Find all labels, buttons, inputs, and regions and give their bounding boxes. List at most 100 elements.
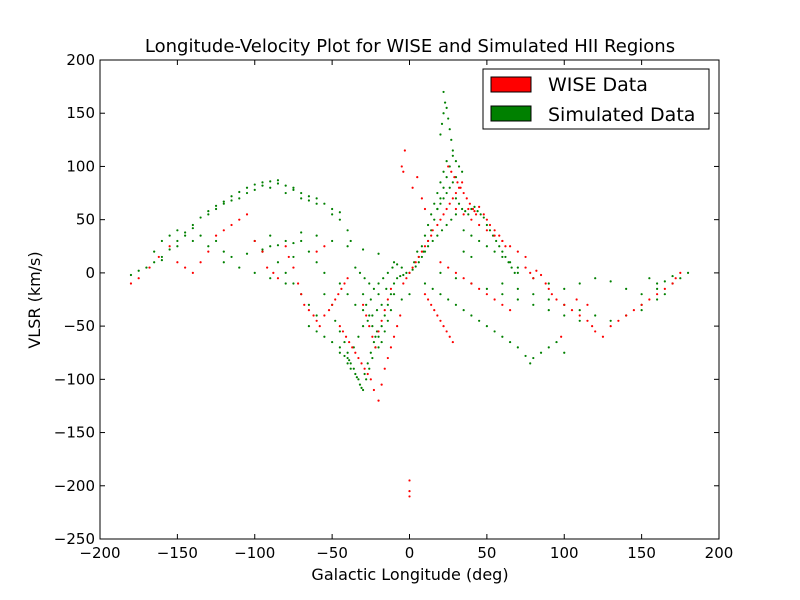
data-point-simulated: [450, 138, 453, 141]
data-point-simulated: [222, 250, 225, 253]
data-point-wise: [380, 383, 383, 386]
data-point-wise: [389, 287, 393, 290]
data-point-simulated: [261, 184, 264, 187]
data-point-wise: [498, 234, 501, 237]
data-point-simulated: [426, 223, 430, 227]
data-point-wise: [485, 293, 488, 296]
data-point-wise: [439, 319, 442, 322]
data-point-simulated: [663, 293, 666, 296]
data-point-wise: [416, 175, 419, 179]
data-point-simulated: [230, 255, 233, 259]
data-point-simulated: [292, 241, 295, 245]
data-point-simulated: [374, 335, 377, 338]
y-tick-label: −50: [63, 317, 95, 335]
data-point-wise: [570, 309, 574, 312]
data-point-wise: [312, 314, 315, 317]
data-point-simulated: [501, 250, 504, 253]
data-point-simulated: [365, 378, 368, 381]
data-point-simulated: [261, 181, 264, 184]
data-point-wise: [547, 287, 550, 290]
data-point-simulated: [238, 190, 241, 194]
data-point-simulated: [129, 273, 133, 277]
data-point-wise: [485, 229, 488, 232]
data-point-wise: [408, 271, 411, 274]
data-point-simulated: [343, 340, 346, 344]
data-point-simulated: [532, 303, 535, 306]
data-point-wise: [426, 298, 430, 301]
data-point-simulated: [371, 325, 374, 328]
data-point-wise: [368, 325, 371, 328]
data-point-wise: [307, 309, 311, 312]
data-point-simulated: [609, 319, 612, 322]
data-point-wise: [222, 229, 225, 232]
data-point-simulated: [478, 319, 481, 322]
data-point-wise: [365, 314, 368, 317]
data-point-simulated: [346, 229, 349, 232]
data-point-simulated: [176, 245, 179, 248]
x-axis: −200 −150 −100 −50 0 50 100 150 200: [79, 60, 733, 562]
data-point-wise: [478, 223, 481, 227]
data-point-wise: [402, 170, 405, 173]
data-point-simulated: [436, 191, 439, 195]
data-point-simulated: [315, 314, 318, 317]
data-point-wise: [340, 287, 343, 290]
data-point-simulated: [360, 386, 363, 389]
data-point-simulated: [334, 319, 337, 322]
data-point-wise: [348, 340, 351, 344]
data-point-wise: [591, 325, 594, 328]
data-point-wise: [261, 250, 264, 253]
data-point-wise: [276, 277, 280, 280]
data-point-simulated: [510, 266, 513, 269]
data-point-simulated: [214, 207, 218, 211]
data-point-wise: [459, 186, 462, 189]
data-point-simulated: [656, 282, 659, 285]
data-point-wise: [157, 255, 160, 259]
data-point-simulated: [461, 207, 464, 211]
data-point-wise: [448, 335, 451, 338]
data-point-simulated: [391, 266, 394, 269]
data-point-wise: [386, 356, 389, 360]
data-point-simulated: [448, 186, 451, 189]
data-point-wise: [408, 479, 411, 482]
data-point-simulated: [493, 330, 496, 333]
data-point-wise: [447, 165, 450, 168]
data-point-wise: [470, 218, 473, 221]
data-point-wise: [501, 239, 504, 243]
data-point-simulated: [191, 227, 194, 230]
data-point-wise: [408, 495, 411, 498]
data-point-simulated: [508, 261, 512, 264]
data-point-wise: [426, 239, 430, 243]
data-point-simulated: [445, 191, 448, 195]
data-point-wise: [374, 346, 377, 349]
data-point-simulated: [366, 319, 369, 322]
data-point-simulated: [323, 335, 326, 338]
data-point-simulated: [508, 340, 512, 344]
data-point-simulated: [331, 207, 334, 211]
data-point-simulated: [253, 188, 256, 191]
data-point-wise: [474, 213, 478, 216]
data-point-simulated: [222, 200, 225, 203]
data-point-wise: [431, 229, 434, 232]
data-point-wise: [148, 266, 151, 269]
data-point-wise: [560, 335, 563, 338]
data-point-wise: [327, 309, 331, 312]
data-point-simulated: [307, 325, 311, 328]
data-point-simulated: [442, 90, 445, 94]
data-point-wise: [462, 191, 465, 195]
data-point-simulated: [501, 335, 504, 338]
data-point-simulated: [348, 359, 351, 362]
data-point-simulated: [439, 133, 442, 136]
data-point-wise: [383, 367, 386, 370]
data-point-simulated: [491, 234, 495, 237]
data-point-simulated: [331, 340, 334, 344]
data-point-simulated: [555, 340, 558, 344]
data-point-simulated: [245, 191, 249, 195]
data-point-simulated: [547, 298, 550, 301]
data-point-simulated: [383, 330, 386, 333]
data-point-wise: [442, 213, 445, 216]
data-point-simulated: [462, 229, 465, 232]
data-point-wise: [360, 362, 363, 365]
data-point-wise: [450, 170, 453, 173]
data-point-simulated: [464, 210, 467, 213]
data-point-wise: [323, 245, 326, 248]
